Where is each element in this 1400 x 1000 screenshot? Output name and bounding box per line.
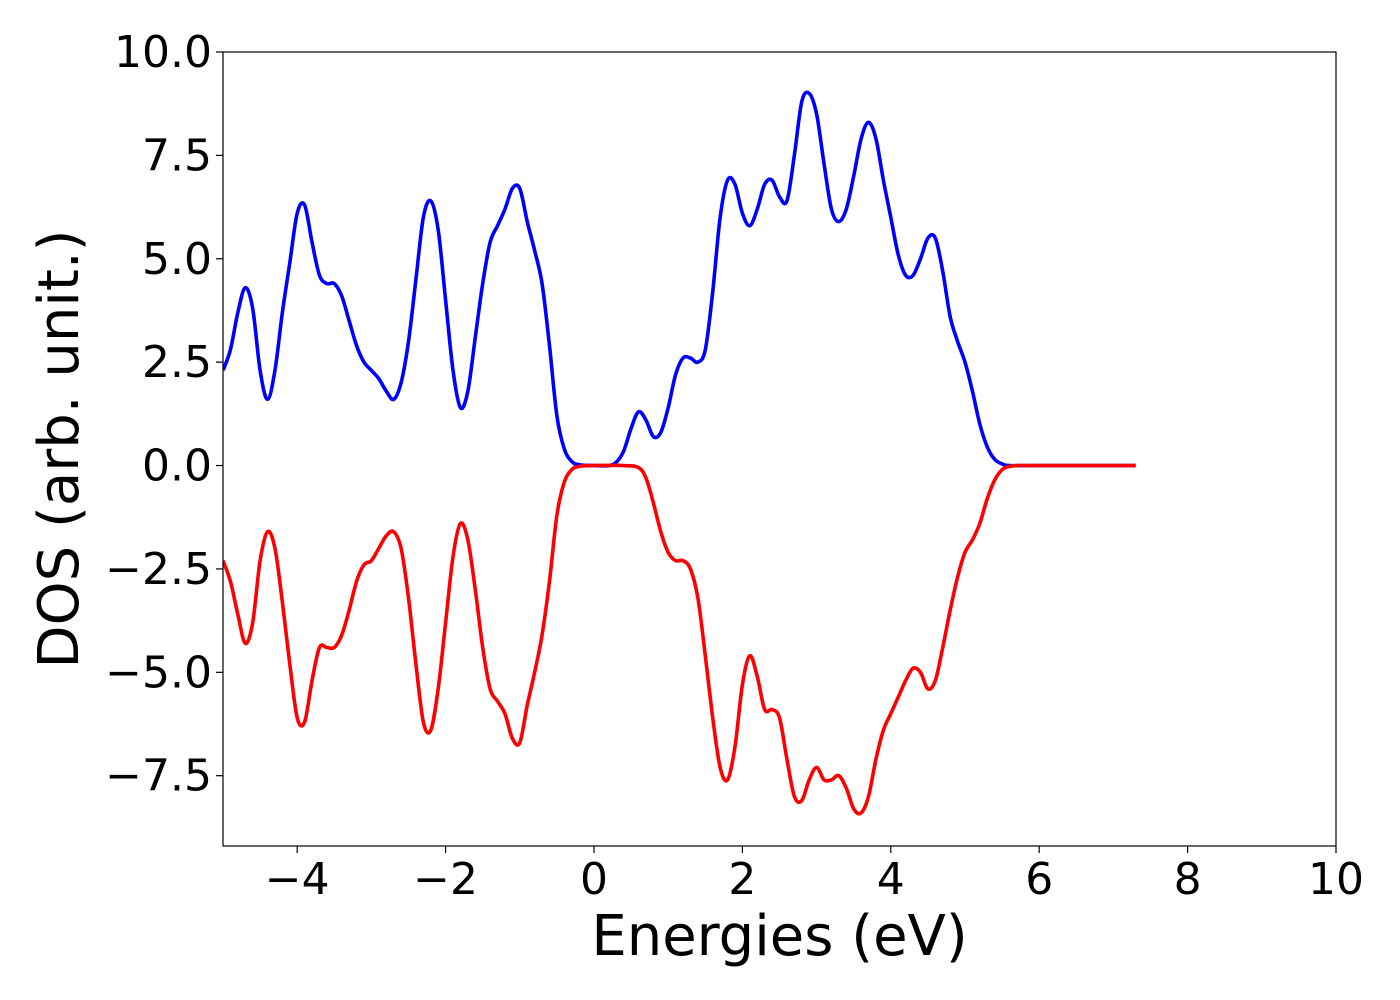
series-layer bbox=[223, 90, 1136, 816]
y-tick-label: −7.5 bbox=[105, 751, 212, 802]
y-tick-label: 2.5 bbox=[142, 337, 212, 388]
y-axis-label: DOS (arb. unit.) bbox=[27, 229, 92, 668]
x-tick-label: −2 bbox=[413, 854, 478, 905]
y-tick-label: 10.0 bbox=[114, 27, 212, 78]
y-tick-label: 0.0 bbox=[142, 441, 212, 492]
x-tick-label: 4 bbox=[877, 854, 905, 905]
x-tick-label: 6 bbox=[1025, 854, 1053, 905]
x-axis: −4 −2 0 2 4 6 8 10 bbox=[265, 846, 1364, 905]
x-axis-label: Energies (eV) bbox=[591, 904, 967, 969]
plot-frame bbox=[222, 51, 1337, 847]
y-tick-label: −2.5 bbox=[105, 544, 212, 595]
x-tick-label: 0 bbox=[580, 854, 608, 905]
y-tick-label: −5.0 bbox=[105, 647, 212, 698]
x-tick-label: 8 bbox=[1174, 854, 1202, 905]
series-line-red bbox=[223, 463, 1136, 816]
series-line-blue bbox=[223, 90, 1136, 468]
x-tick-label: −4 bbox=[265, 854, 330, 905]
x-tick-label: 2 bbox=[728, 854, 756, 905]
y-tick-label: 5.0 bbox=[142, 234, 212, 285]
x-tick-label: 10 bbox=[1308, 854, 1364, 905]
y-tick-label: 7.5 bbox=[142, 130, 212, 181]
y-axis: −7.5 −5.0 −2.5 0.0 2.5 5.0 7.5 10.0 bbox=[105, 27, 223, 802]
